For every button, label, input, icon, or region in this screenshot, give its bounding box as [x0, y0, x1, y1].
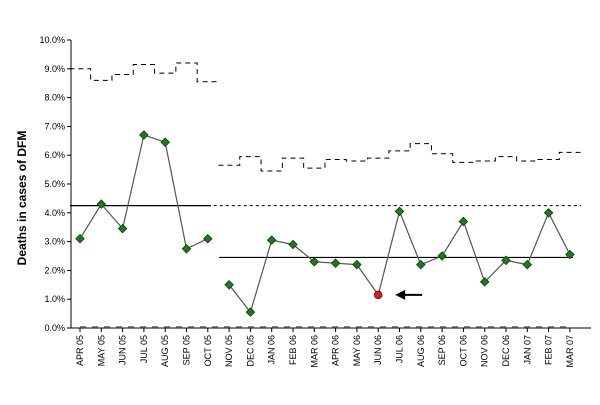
x-tick-label-23: MAR 07 — [565, 335, 575, 368]
x-tick-label-11: MAR 06 — [309, 335, 319, 368]
upper-control-limit-0 — [69, 62, 219, 83]
data-point-8 — [245, 307, 256, 317]
x-tick-label-13: MAY 06 — [352, 335, 362, 366]
y-tick-label-8: 8.0% — [44, 93, 65, 103]
data-point-1 — [96, 199, 107, 209]
data-point-21 — [522, 259, 533, 270]
annotation-arrow-head — [395, 289, 406, 300]
data-point-13 — [352, 259, 362, 270]
y-tick-label-2: 2.0% — [44, 265, 65, 275]
series-line-1 — [228, 209, 571, 314]
data-point-4 — [160, 137, 170, 148]
y-axis-title-text: Deaths in cases of DFM — [15, 131, 29, 266]
data-point-23 — [565, 249, 575, 260]
x-tick-label-16: AUG 06 — [416, 335, 426, 367]
y-tick-label-1: 1.0% — [44, 294, 65, 304]
x-tick-label-10: FEB 06 — [288, 335, 298, 365]
data-point-3 — [139, 130, 149, 140]
x-tick-label-4: AUG 05 — [160, 335, 170, 367]
y-tick-label-5: 5.0% — [44, 179, 65, 189]
data-point-14 — [374, 290, 383, 300]
y-tick-label-4: 4.0% — [44, 208, 65, 218]
y-tick-label-0: 0.0% — [44, 323, 65, 333]
y-tick-label-3: 3.0% — [44, 237, 65, 247]
x-tick-label-8: DEC 05 — [245, 335, 255, 367]
x-tick-label-15: JUL 06 — [395, 335, 405, 363]
data-point-5 — [181, 244, 192, 254]
data-point-19 — [479, 277, 490, 287]
x-tick-label-0: APR 05 — [75, 335, 85, 366]
data-point-11 — [309, 256, 320, 267]
data-point-0 — [75, 233, 85, 244]
x-tick-label-2: JUN 05 — [118, 335, 128, 365]
x-tick-label-14: JUN 06 — [373, 335, 383, 365]
y-tick-label-9: 9.0% — [44, 64, 65, 74]
x-tick-label-5: SEP 05 — [182, 335, 192, 365]
x-tick-label-6: OCT 05 — [203, 335, 213, 366]
data-point-7 — [224, 280, 234, 290]
x-tick-label-12: APR 06 — [331, 335, 341, 366]
x-tick-label-1: MAY 05 — [96, 335, 106, 366]
data-point-6 — [203, 233, 213, 244]
data-point-22 — [543, 208, 554, 218]
x-tick-label-7: NOV 05 — [224, 335, 234, 367]
x-tick-label-3: JUL 05 — [139, 335, 149, 363]
y-tick-label-6: 6.0% — [44, 150, 65, 160]
y-tick-label-7: 7.0% — [44, 121, 65, 131]
x-tick-label-20: DEC 06 — [501, 335, 511, 367]
upper-control-limit-1 — [218, 143, 581, 172]
data-point-2 — [117, 223, 128, 234]
y-tick-label-10: 10.0% — [39, 35, 65, 45]
x-tick-label-21: JAN 07 — [522, 335, 532, 365]
data-point-17 — [437, 251, 447, 261]
data-point-15 — [394, 206, 405, 217]
data-point-9 — [266, 235, 277, 245]
data-point-16 — [416, 259, 426, 270]
y-axis-title: Deaths in cases of DFM — [15, 131, 29, 266]
series-line-0 — [79, 134, 209, 250]
x-tick-label-17: SEP 06 — [437, 335, 447, 365]
data-point-18 — [458, 216, 469, 227]
x-tick-label-9: JAN 06 — [267, 335, 277, 365]
x-tick-label-22: FEB 07 — [544, 335, 554, 365]
data-point-10 — [288, 239, 298, 250]
x-tick-label-19: NOV 06 — [480, 335, 490, 367]
x-tick-label-18: OCT 06 — [458, 335, 468, 366]
data-point-20 — [501, 255, 511, 266]
data-point-12 — [330, 258, 341, 268]
